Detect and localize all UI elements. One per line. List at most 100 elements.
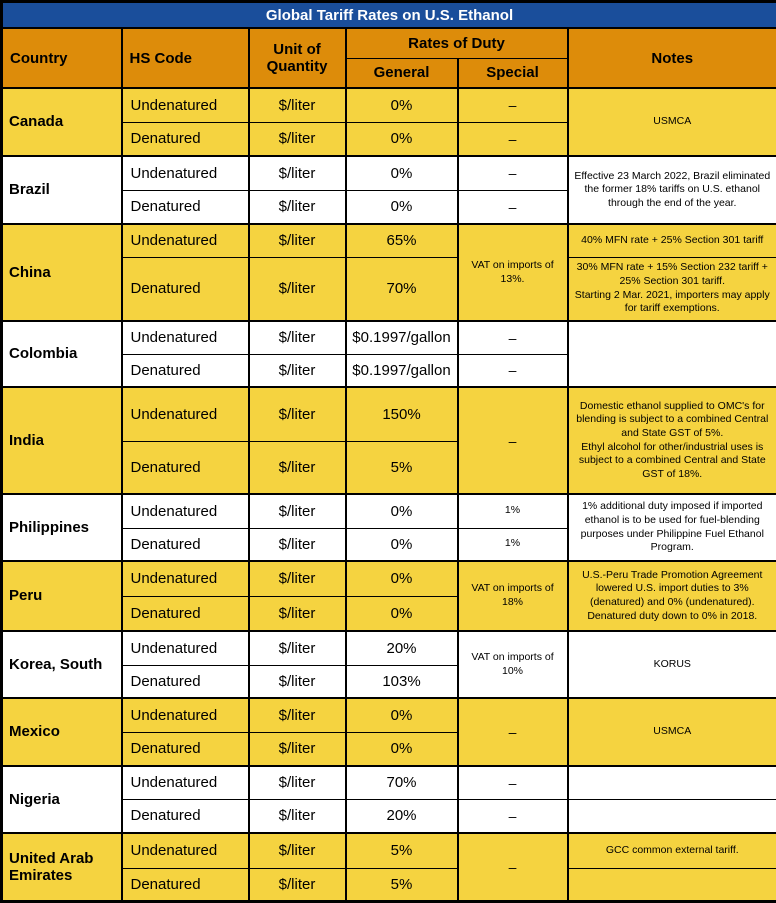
country-cell: China xyxy=(2,224,122,321)
column-header-rates-of-duty: Rates of Duty xyxy=(346,28,568,58)
unit-cell: $/liter xyxy=(249,665,346,698)
country-cell: Colombia xyxy=(2,321,122,387)
notes-cell: USMCA xyxy=(568,698,776,766)
general-rate-cell: 0% xyxy=(346,156,458,190)
general-rate-cell: 0% xyxy=(346,596,458,631)
unit-cell: $/liter xyxy=(249,833,346,868)
unit-cell: $/liter xyxy=(249,122,346,156)
unit-cell: $/liter xyxy=(249,354,346,387)
unit-cell: $/liter xyxy=(249,190,346,224)
country-cell: Brazil xyxy=(2,156,122,224)
country-cell: United Arab Emirates xyxy=(2,833,122,901)
country-cell: Canada xyxy=(2,88,122,156)
general-rate-cell: 70% xyxy=(346,766,458,799)
general-rate-cell: 5% xyxy=(346,833,458,868)
unit-cell: $/liter xyxy=(249,561,346,596)
notes-cell: 30% MFN rate + 15% Section 232 tariff + … xyxy=(568,257,776,321)
unit-cell: $/liter xyxy=(249,224,346,257)
unit-cell: $/liter xyxy=(249,596,346,631)
special-rate-cell: VAT on imports of 10% xyxy=(458,631,568,698)
hs-code-cell: Undenatured xyxy=(122,224,249,257)
notes-cell: GCC common external tariff. xyxy=(568,833,776,868)
hs-code-cell: Undenatured xyxy=(122,88,249,122)
special-rate-cell: – xyxy=(458,833,568,901)
table-header: Global Tariff Rates on U.S. Ethanol Coun… xyxy=(2,2,776,89)
header-row-top: Country HS Code Unit of Quantity Rates o… xyxy=(2,28,776,58)
special-rate-cell: 1% xyxy=(458,528,568,561)
notes-cell xyxy=(568,868,776,901)
hs-code-cell: Denatured xyxy=(122,354,249,387)
special-rate-cell: – xyxy=(458,156,568,190)
special-rate-cell: – xyxy=(458,766,568,799)
hs-code-cell: Denatured xyxy=(122,665,249,698)
general-rate-cell: 0% xyxy=(346,561,458,596)
general-rate-cell: $0.1997/gallon xyxy=(346,354,458,387)
unit-cell: $/liter xyxy=(249,387,346,441)
notes-cell: Effective 23 March 2022, Brazil eliminat… xyxy=(568,156,776,224)
notes-cell xyxy=(568,766,776,799)
notes-cell: U.S.-Peru Trade Promotion Agreement lowe… xyxy=(568,561,776,631)
unit-cell: $/liter xyxy=(249,631,346,665)
general-rate-cell: 5% xyxy=(346,868,458,901)
notes-cell: 1% additional duty imposed if imported e… xyxy=(568,494,776,561)
hs-code-cell: Denatured xyxy=(122,441,249,494)
page-title: Global Tariff Rates on U.S. Ethanol xyxy=(2,2,776,29)
general-rate-cell: 5% xyxy=(346,441,458,494)
hs-code-cell: Undenatured xyxy=(122,833,249,868)
general-rate-cell: 150% xyxy=(346,387,458,441)
notes-cell: 40% MFN rate + 25% Section 301 tariff xyxy=(568,224,776,257)
country-cell: Mexico xyxy=(2,698,122,766)
general-rate-cell: 0% xyxy=(346,494,458,528)
unit-cell: $/liter xyxy=(249,732,346,766)
column-header-country: Country xyxy=(2,28,122,88)
special-rate-cell: – xyxy=(458,321,568,354)
special-rate-cell: – xyxy=(458,190,568,224)
column-header-unit-of-quantity: Unit of Quantity xyxy=(249,28,346,88)
general-rate-cell: 0% xyxy=(346,190,458,224)
hs-code-cell: Undenatured xyxy=(122,321,249,354)
hs-code-cell: Undenatured xyxy=(122,766,249,799)
hs-code-cell: Denatured xyxy=(122,868,249,901)
column-header-notes: Notes xyxy=(568,28,776,88)
hs-code-cell: Denatured xyxy=(122,257,249,321)
hs-code-cell: Denatured xyxy=(122,596,249,631)
general-rate-cell: 70% xyxy=(346,257,458,321)
notes-cell: KORUS xyxy=(568,631,776,698)
country-cell: Peru xyxy=(2,561,122,631)
hs-code-cell: Undenatured xyxy=(122,494,249,528)
notes-cell xyxy=(568,799,776,833)
column-header-special: Special xyxy=(458,58,568,88)
special-rate-cell: – xyxy=(458,354,568,387)
special-rate-cell: VAT on imports of 18% xyxy=(458,561,568,631)
general-rate-cell: 0% xyxy=(346,732,458,766)
special-rate-cell: 1% xyxy=(458,494,568,528)
country-cell: Nigeria xyxy=(2,766,122,833)
hs-code-cell: Denatured xyxy=(122,122,249,156)
general-rate-cell: 65% xyxy=(346,224,458,257)
unit-cell: $/liter xyxy=(249,528,346,561)
country-cell: India xyxy=(2,387,122,494)
hs-code-cell: Undenatured xyxy=(122,561,249,596)
notes-cell: Domestic ethanol supplied to OMC's for b… xyxy=(568,387,776,494)
general-rate-cell: 0% xyxy=(346,122,458,156)
hs-code-cell: Undenatured xyxy=(122,698,249,732)
hs-code-cell: Undenatured xyxy=(122,387,249,441)
column-header-general: General xyxy=(346,58,458,88)
special-rate-cell: – xyxy=(458,698,568,766)
special-rate-cell: – xyxy=(458,88,568,122)
